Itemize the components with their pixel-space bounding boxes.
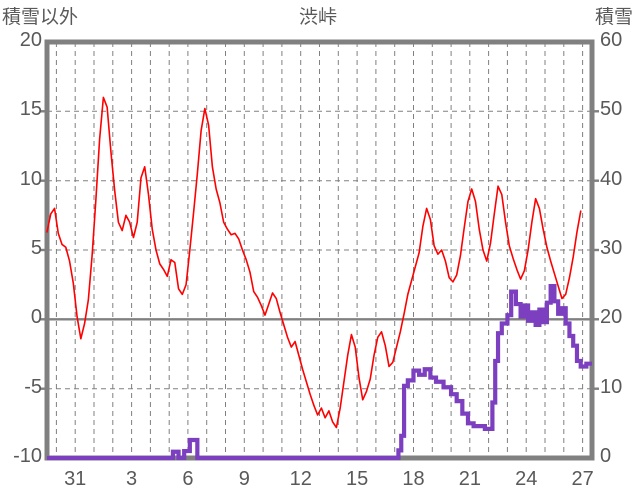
left-axis-tick-label: 20 [19, 29, 42, 51]
right-axis-tick-label: 60 [600, 29, 623, 51]
x-axis-tick-label: 27 [571, 468, 594, 490]
x-axis-tick-label: 21 [458, 468, 481, 490]
right-axis-unit-label: 積雪 [594, 7, 633, 28]
x-axis-tick-label: 15 [345, 468, 369, 490]
right-axis-tick-label: 0 [600, 445, 612, 467]
left-axis-tick-label: 5 [30, 237, 42, 259]
left-axis-tick-label: 0 [30, 306, 42, 329]
x-axis-tick-label: 9 [238, 468, 250, 490]
right-axis-tick-label: 50 [600, 98, 623, 121]
right-axis-tick-label: 40 [600, 167, 623, 190]
x-axis-tick-label: 12 [289, 468, 312, 490]
left-axis-tick-label: -5 [24, 375, 42, 398]
axis-tick-marks [40, 110, 599, 390]
right-axis-tick-label: 30 [600, 237, 623, 259]
x-axis-tick-label: 24 [515, 468, 538, 490]
left-axis-unit-label: 積雪以外 [2, 7, 79, 28]
x-axis-tick-label: 3 [126, 468, 138, 490]
chart-title: 渋峠 [298, 7, 337, 28]
left-axis-tick-label: -10 [13, 445, 42, 467]
snow-depth-line [47, 283, 592, 461]
right-axis-tick-label: 10 [600, 375, 623, 398]
right-axis-tick-label: 20 [600, 306, 623, 329]
left-axis-tick-label: 15 [19, 98, 42, 121]
x-axis-tick-label: 31 [64, 468, 87, 490]
x-axis-tick-label: 6 [182, 468, 194, 490]
temperature-line [46, 96, 582, 429]
left-axis-tick-label: 10 [19, 167, 42, 190]
x-axis-tick-label: 18 [402, 468, 425, 490]
